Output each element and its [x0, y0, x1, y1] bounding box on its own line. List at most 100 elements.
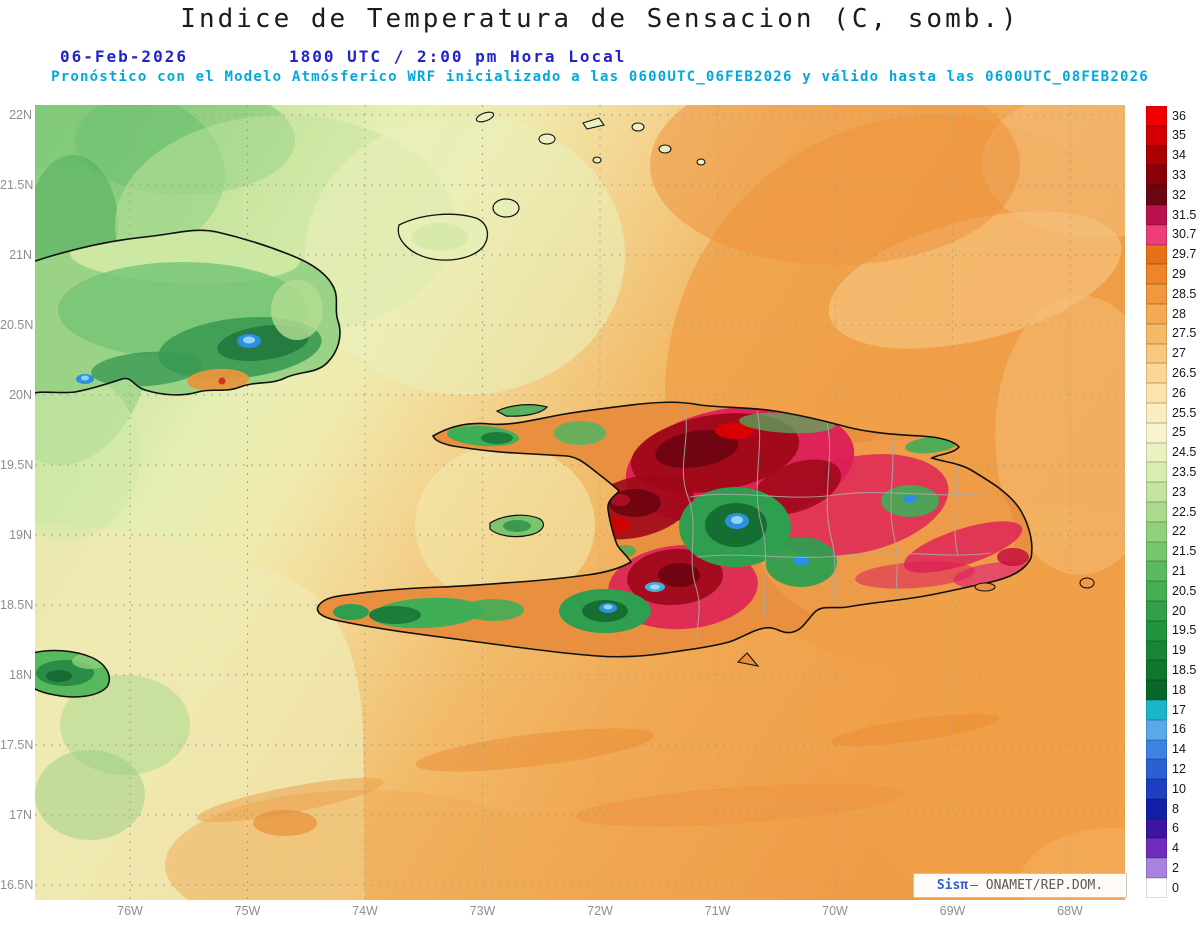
- lon-tick-label: 69W: [939, 904, 966, 918]
- lon-tick-label: 76W: [117, 904, 143, 918]
- legend-value-label: 27: [1172, 346, 1186, 361]
- watermark: Sisπ — ONAMET/REP.DOM.: [913, 873, 1127, 898]
- legend-color-swatch: [1146, 541, 1167, 562]
- legend-item: 2: [1146, 858, 1196, 879]
- legend-value-label: 0: [1172, 880, 1179, 895]
- lat-tick-label: 22N: [9, 108, 32, 122]
- lat-tick-label: 18.5N: [0, 598, 34, 612]
- legend-value-label: 20: [1172, 603, 1186, 618]
- legend-color-swatch: [1146, 323, 1167, 344]
- legend-item: 17: [1146, 699, 1196, 720]
- legend-value-label: 12: [1172, 761, 1186, 776]
- legend-color-swatch: [1146, 185, 1167, 205]
- legend-value-label: 20.5: [1172, 583, 1197, 598]
- legend-value-label: 34: [1172, 148, 1186, 163]
- lon-tick-label: 70W: [822, 904, 848, 918]
- legend-value-label: 26.5: [1172, 366, 1197, 380]
- legend-color-swatch: [1146, 244, 1167, 265]
- legend-item: 30.7: [1146, 224, 1197, 245]
- legend-value-label: 30.7: [1172, 227, 1197, 242]
- legend-item: 23.5: [1146, 462, 1196, 483]
- legend-item: 6: [1146, 818, 1196, 839]
- legend-item: 25.5: [1146, 402, 1196, 423]
- legend-item: 26.5: [1146, 363, 1197, 384]
- forecast-time: 1800 UTC / 2:00 pm Hora Local: [289, 47, 627, 66]
- legend-value-label: 21: [1172, 563, 1186, 578]
- legend-color-swatch: [1146, 106, 1167, 126]
- legend-item: 18: [1146, 680, 1196, 700]
- legend: 36 35 34 33 32 31.5 30.7 29.7 29 28.5 28 27.5 27 26.5…: [1146, 106, 1196, 898]
- legend-item: 19.5: [1146, 620, 1196, 641]
- legend-item: 14: [1146, 739, 1196, 760]
- legend-value-label: 10: [1172, 781, 1186, 796]
- legend-value-label: 33: [1172, 168, 1186, 183]
- saona-island: [974, 582, 996, 592]
- legend-color-swatch: [1146, 343, 1167, 364]
- legend-value-label: 23: [1172, 484, 1186, 499]
- legend-value-label: 29: [1172, 267, 1186, 282]
- legend-value-label: 32: [1172, 187, 1186, 202]
- legend-value-label: 17: [1172, 702, 1186, 717]
- legend-value-label: 24.5: [1172, 445, 1197, 460]
- lon-tick-label: 72W: [587, 904, 613, 918]
- legend-color-swatch: [1146, 818, 1167, 839]
- legend-value-label: 22: [1172, 524, 1186, 539]
- legend-item: 33: [1146, 165, 1196, 186]
- legend-value-label: 18: [1172, 682, 1186, 697]
- legend-item: 23: [1146, 482, 1196, 502]
- map-title: Indice de Temperatura de Sensacion (C, s…: [180, 4, 1020, 34]
- map-area: [35, 105, 1125, 900]
- legend-color-swatch: [1146, 125, 1167, 146]
- legend-value-label: 22.5: [1172, 504, 1197, 519]
- legend-item: 12: [1146, 759, 1196, 780]
- lat-tick-label: 20.5N: [0, 318, 34, 332]
- hispaniola-island: [316, 401, 1033, 658]
- lat-tick-label: 20N: [9, 388, 32, 402]
- legend-item: 36: [1146, 106, 1196, 126]
- legend-color-swatch: [1146, 581, 1167, 601]
- tortuga-island: [495, 404, 549, 417]
- legend-item: 20.5: [1146, 581, 1196, 601]
- legend-item: 22.5: [1146, 501, 1197, 522]
- legend-color-swatch: [1146, 501, 1167, 522]
- legend-color-swatch: [1146, 204, 1167, 225]
- legend-color-swatch: [1146, 699, 1167, 720]
- legend-value-label: 18.5: [1172, 662, 1197, 677]
- legend-color-swatch: [1146, 561, 1167, 582]
- legend-color-swatch: [1146, 719, 1167, 740]
- legend-item: 8: [1146, 798, 1196, 819]
- legend-value-label: 6: [1172, 821, 1179, 836]
- legend-value-label: 26: [1172, 385, 1186, 400]
- map-canvas: [35, 105, 1125, 900]
- legend-value-label: 21.5: [1172, 544, 1197, 559]
- legend-item: 21.5: [1146, 541, 1197, 562]
- legend-value-label: 35: [1172, 128, 1186, 143]
- lon-tick-label: 74W: [352, 904, 378, 918]
- legend-item: 27.5: [1146, 323, 1196, 344]
- legend-color-swatch: [1146, 224, 1167, 245]
- legend-item: 19: [1146, 640, 1196, 661]
- lat-tick-label: 16.5N: [0, 878, 34, 892]
- lon-tick-label: 73W: [469, 904, 496, 918]
- legend-color-swatch: [1146, 284, 1167, 304]
- legend-color-swatch: [1146, 402, 1167, 423]
- legend-item: 25: [1146, 422, 1196, 443]
- legend-item: 24.5: [1146, 442, 1197, 463]
- small-islands: [397, 111, 1095, 667]
- little-inagua-island: [492, 198, 520, 218]
- legend-value-label: 36: [1172, 108, 1186, 123]
- legend-color-swatch: [1146, 442, 1167, 463]
- lat-tick-label: 19.5N: [0, 458, 34, 472]
- legend-color-swatch: [1146, 798, 1167, 819]
- legend-value-label: 28.5: [1172, 286, 1197, 301]
- legend-color-swatch: [1146, 680, 1167, 700]
- lat-tick-label: 21.5N: [0, 178, 34, 192]
- legend-color-swatch: [1146, 838, 1167, 859]
- lat-tick-label: 19N: [9, 528, 32, 542]
- lat-tick-label: 17N: [9, 808, 32, 822]
- beata-island: [736, 652, 760, 667]
- legend-color-swatch: [1146, 660, 1167, 681]
- legend-item: 18.5: [1146, 660, 1197, 681]
- legend-item: 20: [1146, 600, 1196, 621]
- lon-tick-label: 68W: [1057, 904, 1083, 918]
